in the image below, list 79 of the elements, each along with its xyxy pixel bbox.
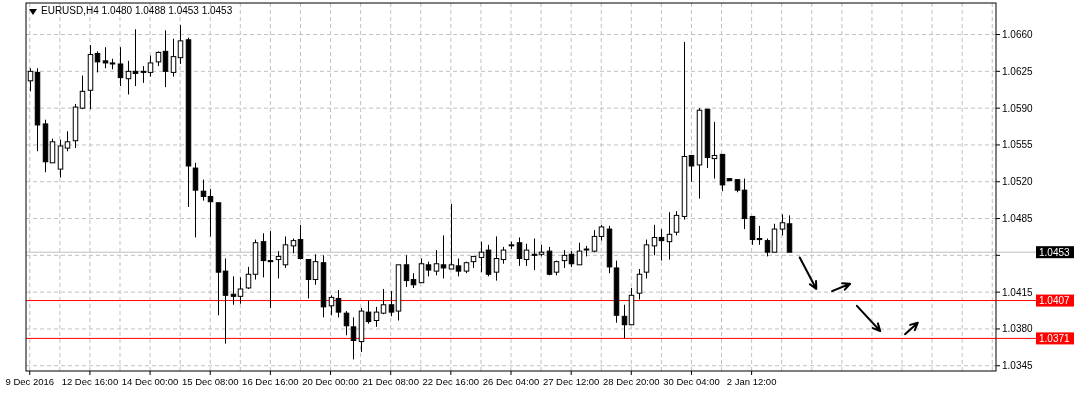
candlestick	[756, 225, 763, 246]
candlestick	[636, 268, 643, 300]
candlestick	[365, 300, 372, 325]
candlestick	[688, 154, 695, 183]
candlestick	[117, 46, 124, 87]
candlestick	[433, 249, 440, 276]
candlestick	[94, 50, 101, 73]
candlestick	[779, 213, 786, 236]
x-tick-label: 21 Dec 08:00	[362, 376, 419, 387]
candlestick	[658, 228, 665, 262]
candlestick	[102, 46, 109, 69]
ref-line-label: 1.0371	[1039, 332, 1071, 344]
candlestick	[771, 223, 778, 253]
y-tick-label: 1.0380	[1002, 323, 1034, 335]
candlestick	[207, 188, 214, 237]
x-tick-label: 30 Dec 04:00	[663, 376, 720, 387]
candlestick	[132, 28, 139, 87]
candlestick	[373, 306, 380, 328]
y-tick-label: 1.0625	[1002, 65, 1034, 77]
candlestick	[673, 210, 680, 236]
y-tick-label: 1.0345	[1002, 360, 1034, 372]
candlestick	[418, 258, 425, 284]
candlestick	[267, 230, 274, 309]
candlestick	[711, 121, 718, 180]
candlestick	[275, 250, 282, 279]
candlestick	[200, 179, 207, 202]
y-tick-label: 1.0415	[1002, 286, 1034, 298]
x-tick-label: 15 Dec 08:00	[181, 376, 239, 387]
candlestick	[260, 232, 267, 278]
candlestick	[380, 288, 387, 315]
x-tick-label: 20 Dec 00:00	[302, 376, 359, 387]
candlestick	[388, 290, 395, 317]
candlestick	[49, 138, 56, 164]
candlestick	[576, 242, 583, 266]
candlestick	[516, 236, 523, 267]
candlestick	[245, 266, 252, 290]
ref-line-label: 1.0407	[1039, 295, 1071, 307]
candlestick	[57, 139, 64, 179]
x-tick-label: 22 Dec 16:00	[422, 376, 480, 387]
candlestick	[64, 130, 71, 152]
x-tick-label: 14 Dec 00:00	[121, 376, 179, 387]
candlestick	[230, 275, 237, 306]
candlestick	[177, 24, 184, 65]
candlestick	[305, 259, 312, 299]
x-tick-label: 12 Dec 16:00	[61, 376, 119, 387]
candlestick	[478, 241, 485, 273]
candlestick	[493, 235, 500, 282]
x-tick-label: 2 Jan 12:00	[726, 376, 777, 387]
candlestick	[312, 253, 319, 286]
x-tick-label: 9 Dec 2016	[5, 376, 55, 387]
y-tick-label: 1.0660	[1002, 29, 1034, 41]
candlestick	[440, 234, 447, 279]
candlestick	[523, 243, 530, 267]
y-tick-label: 1.0590	[1002, 102, 1034, 114]
candlestick	[297, 224, 304, 261]
candlestick	[546, 246, 553, 276]
candlestick	[162, 29, 169, 88]
candlestick	[335, 289, 342, 318]
candlestick	[237, 276, 244, 305]
candlestick	[531, 238, 538, 271]
y-tick-label: 1.0520	[1002, 176, 1034, 188]
candlestick	[192, 162, 199, 238]
candlestick	[282, 235, 289, 269]
candlestick	[350, 316, 357, 360]
ref-line-label: 1.0453	[1039, 246, 1071, 258]
candlestick	[147, 55, 154, 78]
candlestick	[403, 254, 410, 288]
candlestick	[651, 224, 658, 256]
chart-title: EURUSD,H4 1.0480 1.0488 1.0453 1.0453	[41, 5, 233, 16]
candlestick	[749, 215, 756, 246]
y-tick-label: 1.0555	[1002, 139, 1034, 151]
y-tick-label: 1.0485	[1002, 213, 1034, 225]
candlestick	[448, 203, 455, 270]
x-tick-label: 27 Dec 12:00	[542, 376, 600, 387]
x-tick-label: 26 Dec 04:00	[482, 376, 540, 387]
candlestick	[79, 75, 86, 110]
candlestick	[170, 38, 177, 78]
x-tick-label: 28 Dec 20:00	[603, 376, 660, 387]
x-tick-label: 16 Dec 16:00	[242, 376, 299, 387]
